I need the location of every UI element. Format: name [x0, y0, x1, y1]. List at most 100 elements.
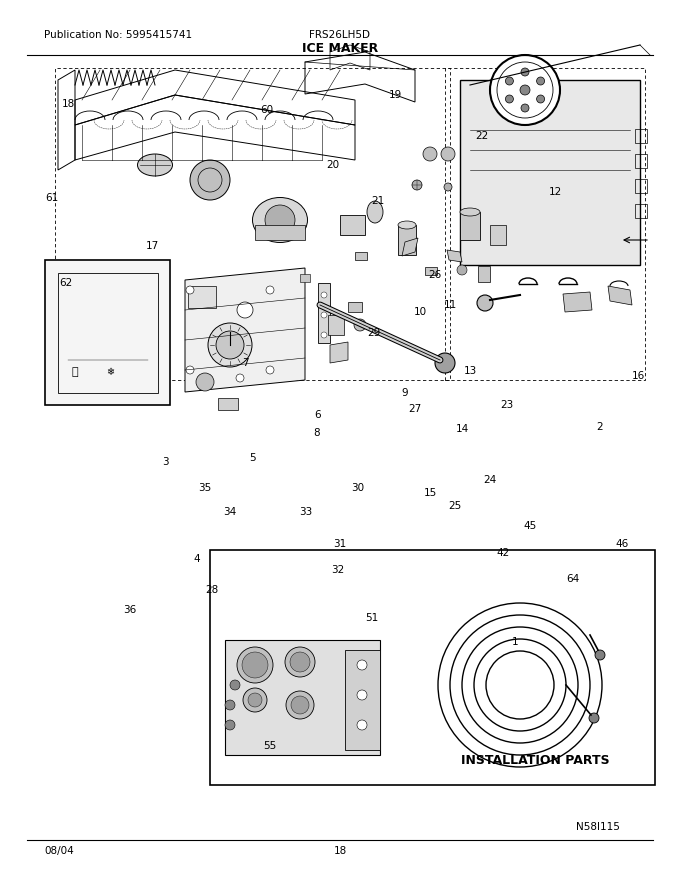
Text: 11: 11 — [443, 300, 457, 311]
Ellipse shape — [137, 154, 173, 176]
Circle shape — [521, 104, 529, 112]
Polygon shape — [608, 286, 632, 305]
Text: 28: 28 — [205, 584, 219, 595]
Bar — [340, 215, 365, 235]
Circle shape — [355, 685, 365, 695]
Circle shape — [589, 713, 599, 723]
Circle shape — [190, 160, 230, 200]
Circle shape — [236, 374, 244, 382]
Circle shape — [537, 95, 545, 103]
Polygon shape — [447, 250, 462, 262]
Circle shape — [248, 693, 262, 707]
Text: 7: 7 — [241, 357, 248, 368]
Text: 1: 1 — [511, 637, 518, 648]
Ellipse shape — [460, 208, 480, 216]
Circle shape — [208, 323, 252, 367]
Circle shape — [186, 366, 194, 374]
Circle shape — [242, 652, 268, 678]
Text: 35: 35 — [199, 483, 211, 494]
Text: 15: 15 — [424, 488, 437, 498]
Bar — [635, 204, 647, 218]
Circle shape — [505, 77, 513, 85]
Ellipse shape — [398, 221, 416, 229]
Bar — [218, 398, 238, 410]
Bar — [225, 640, 380, 755]
Text: 08/04: 08/04 — [44, 846, 74, 856]
Bar — [55, 68, 450, 380]
Text: 20: 20 — [326, 160, 339, 171]
Text: 10: 10 — [413, 307, 426, 318]
Text: 34: 34 — [223, 507, 237, 517]
Text: 25: 25 — [448, 501, 462, 511]
Text: 23: 23 — [500, 400, 513, 410]
Circle shape — [354, 319, 366, 331]
Bar — [348, 302, 362, 312]
Bar — [318, 283, 330, 343]
Text: 12: 12 — [548, 187, 562, 197]
Ellipse shape — [252, 197, 307, 243]
Circle shape — [285, 647, 315, 677]
Circle shape — [290, 652, 310, 672]
Text: 13: 13 — [463, 366, 477, 377]
Text: 22: 22 — [475, 131, 489, 142]
Text: 17: 17 — [146, 241, 158, 252]
Circle shape — [595, 650, 605, 660]
Circle shape — [357, 660, 367, 670]
Circle shape — [243, 688, 267, 712]
Circle shape — [230, 680, 240, 690]
Text: 24: 24 — [483, 474, 496, 485]
Circle shape — [265, 205, 295, 235]
Text: 9: 9 — [402, 388, 408, 399]
Text: 36: 36 — [123, 605, 137, 615]
Bar — [328, 315, 344, 335]
Circle shape — [435, 353, 455, 373]
Circle shape — [186, 286, 194, 294]
Circle shape — [357, 690, 367, 700]
Circle shape — [237, 647, 273, 683]
Text: 45: 45 — [524, 521, 537, 532]
Bar — [255, 225, 305, 240]
Polygon shape — [402, 238, 418, 256]
Circle shape — [266, 286, 274, 294]
Bar — [355, 252, 367, 260]
Bar — [478, 266, 490, 282]
Bar — [445, 68, 645, 380]
Text: N58I115: N58I115 — [577, 822, 620, 832]
Circle shape — [357, 720, 367, 730]
Bar — [635, 154, 647, 168]
Circle shape — [490, 55, 560, 125]
Circle shape — [225, 700, 235, 710]
Circle shape — [457, 265, 467, 275]
Circle shape — [441, 147, 455, 161]
Circle shape — [237, 302, 253, 318]
Text: 4: 4 — [194, 554, 201, 564]
Bar — [460, 80, 640, 265]
Circle shape — [521, 68, 529, 76]
Text: 3: 3 — [162, 457, 169, 467]
Text: 32: 32 — [331, 565, 345, 576]
Text: 2: 2 — [596, 422, 603, 432]
Text: 51: 51 — [365, 612, 379, 623]
Circle shape — [286, 691, 314, 719]
Circle shape — [444, 183, 452, 191]
Ellipse shape — [367, 201, 383, 223]
Text: 33: 33 — [299, 507, 313, 517]
Bar — [45, 260, 170, 405]
Text: 42: 42 — [496, 547, 509, 558]
Text: 27: 27 — [409, 404, 422, 414]
Bar — [188, 286, 216, 308]
Text: 60: 60 — [260, 105, 273, 115]
Text: ❄: ❄ — [106, 367, 114, 377]
Polygon shape — [563, 292, 592, 312]
Circle shape — [520, 85, 530, 95]
Text: 21: 21 — [371, 195, 385, 206]
Circle shape — [321, 312, 327, 318]
Circle shape — [196, 373, 214, 391]
Circle shape — [477, 295, 493, 311]
Text: 8: 8 — [313, 428, 320, 438]
Text: 19: 19 — [388, 90, 402, 100]
Bar — [635, 129, 647, 143]
Text: 62: 62 — [59, 278, 73, 289]
Circle shape — [321, 292, 327, 298]
Circle shape — [225, 720, 235, 730]
